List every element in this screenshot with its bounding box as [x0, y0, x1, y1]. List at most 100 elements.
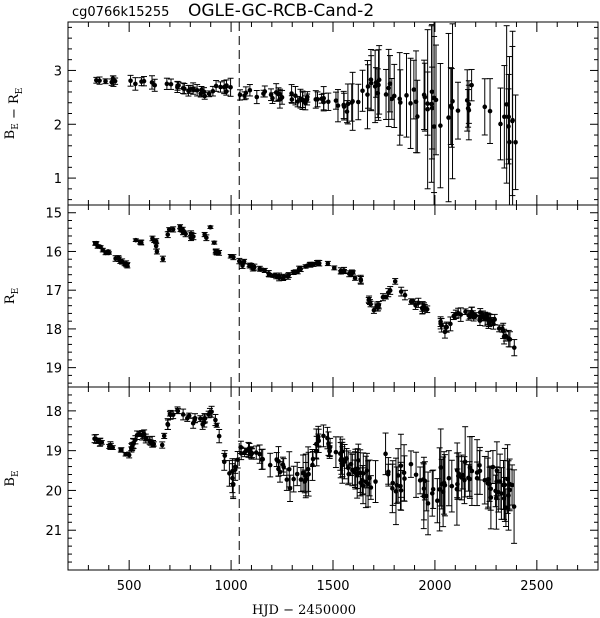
data-point: [300, 97, 306, 103]
data-point: [363, 479, 369, 485]
data-point: [247, 87, 253, 93]
data-point: [420, 305, 425, 310]
data-point: [213, 417, 218, 423]
data-point: [160, 256, 166, 262]
data-point: [109, 79, 114, 85]
data-point: [124, 262, 130, 268]
data-point: [402, 476, 407, 481]
data-point: [477, 468, 483, 474]
data-point: [191, 234, 196, 239]
data-point: [166, 227, 172, 232]
data-point: [180, 227, 185, 232]
data-point: [358, 278, 364, 283]
data-point: [474, 475, 480, 481]
data-point: [165, 232, 171, 237]
panel-red: 15 16 17 18 19 RE: [3, 204, 599, 388]
data-point: [487, 108, 493, 114]
data-point: [413, 472, 419, 478]
data-point: [152, 82, 158, 88]
data-point: [352, 275, 358, 281]
data-point: [438, 123, 443, 128]
data-point: [422, 94, 428, 100]
data-point: [340, 462, 345, 468]
data-point: [97, 78, 102, 83]
data-point: [321, 99, 327, 105]
data-point: [335, 103, 341, 108]
data-point: [485, 481, 491, 486]
data-point: [310, 456, 316, 462]
data-point: [154, 249, 160, 254]
data-point: [413, 99, 419, 105]
data-point: [165, 422, 171, 428]
data-point: [355, 99, 361, 105]
data-point: [149, 80, 155, 85]
data-point: [454, 468, 460, 473]
data-point: [98, 244, 103, 250]
data-point: [506, 124, 511, 129]
y-tick-label-red: 15: [45, 207, 62, 222]
panel-frame-blue: [67, 386, 599, 571]
data-point: [469, 82, 474, 88]
data-point: [455, 108, 461, 113]
data-point: [442, 329, 448, 335]
data-point: [213, 83, 219, 89]
data-point: [325, 435, 330, 441]
data-point: [170, 412, 176, 418]
data-point: [175, 408, 181, 414]
data-point: [208, 224, 213, 230]
data-point: [345, 465, 351, 471]
points-blue: [91, 405, 518, 544]
data-point: [425, 501, 431, 506]
data-point: [280, 462, 286, 467]
y-tick-label-red: 19: [45, 362, 62, 377]
data-point: [511, 504, 517, 509]
data-point: [496, 489, 501, 495]
x-tick-label: 1000: [215, 579, 248, 594]
data-point: [450, 98, 455, 104]
data-point: [280, 275, 286, 281]
data-point: [231, 254, 236, 260]
data-point: [325, 99, 331, 105]
data-point: [386, 469, 391, 475]
data-point: [141, 431, 147, 437]
data-point: [393, 489, 399, 494]
y-tick-label-color: 2: [54, 118, 62, 133]
data-point: [482, 104, 488, 110]
data-point: [341, 268, 346, 274]
data-point: [254, 94, 260, 100]
data-point: [180, 85, 186, 91]
data-point: [373, 479, 378, 484]
data-point: [482, 477, 488, 483]
data-point: [170, 227, 176, 232]
data-point: [488, 495, 494, 500]
data-point: [123, 452, 128, 457]
data-point: [321, 433, 326, 439]
data-point: [275, 274, 281, 280]
data-point: [116, 256, 122, 262]
data-point: [313, 97, 319, 102]
data-point: [206, 91, 212, 97]
data-point: [164, 81, 170, 87]
data-point: [134, 432, 140, 438]
data-point: [273, 90, 279, 95]
data-point: [257, 451, 262, 457]
data-point: [435, 498, 440, 503]
chart-title: OGLE-GC-RCB-Cand-2: [188, 1, 374, 21]
data-point: [385, 290, 391, 295]
data-point: [446, 115, 451, 120]
data-point: [398, 289, 404, 294]
data-point: [237, 92, 243, 98]
data-point: [402, 292, 408, 298]
data-point: [510, 118, 515, 124]
data-point: [325, 261, 331, 266]
data-point: [503, 333, 509, 339]
panel-frame-red: [67, 204, 599, 388]
data-point: [198, 416, 203, 421]
data-point: [469, 468, 475, 474]
data-point: [262, 89, 268, 94]
data-point: [496, 326, 502, 331]
data-point: [354, 473, 360, 478]
data-point: [310, 462, 315, 468]
data-point: [94, 240, 99, 246]
data-point: [376, 303, 381, 309]
